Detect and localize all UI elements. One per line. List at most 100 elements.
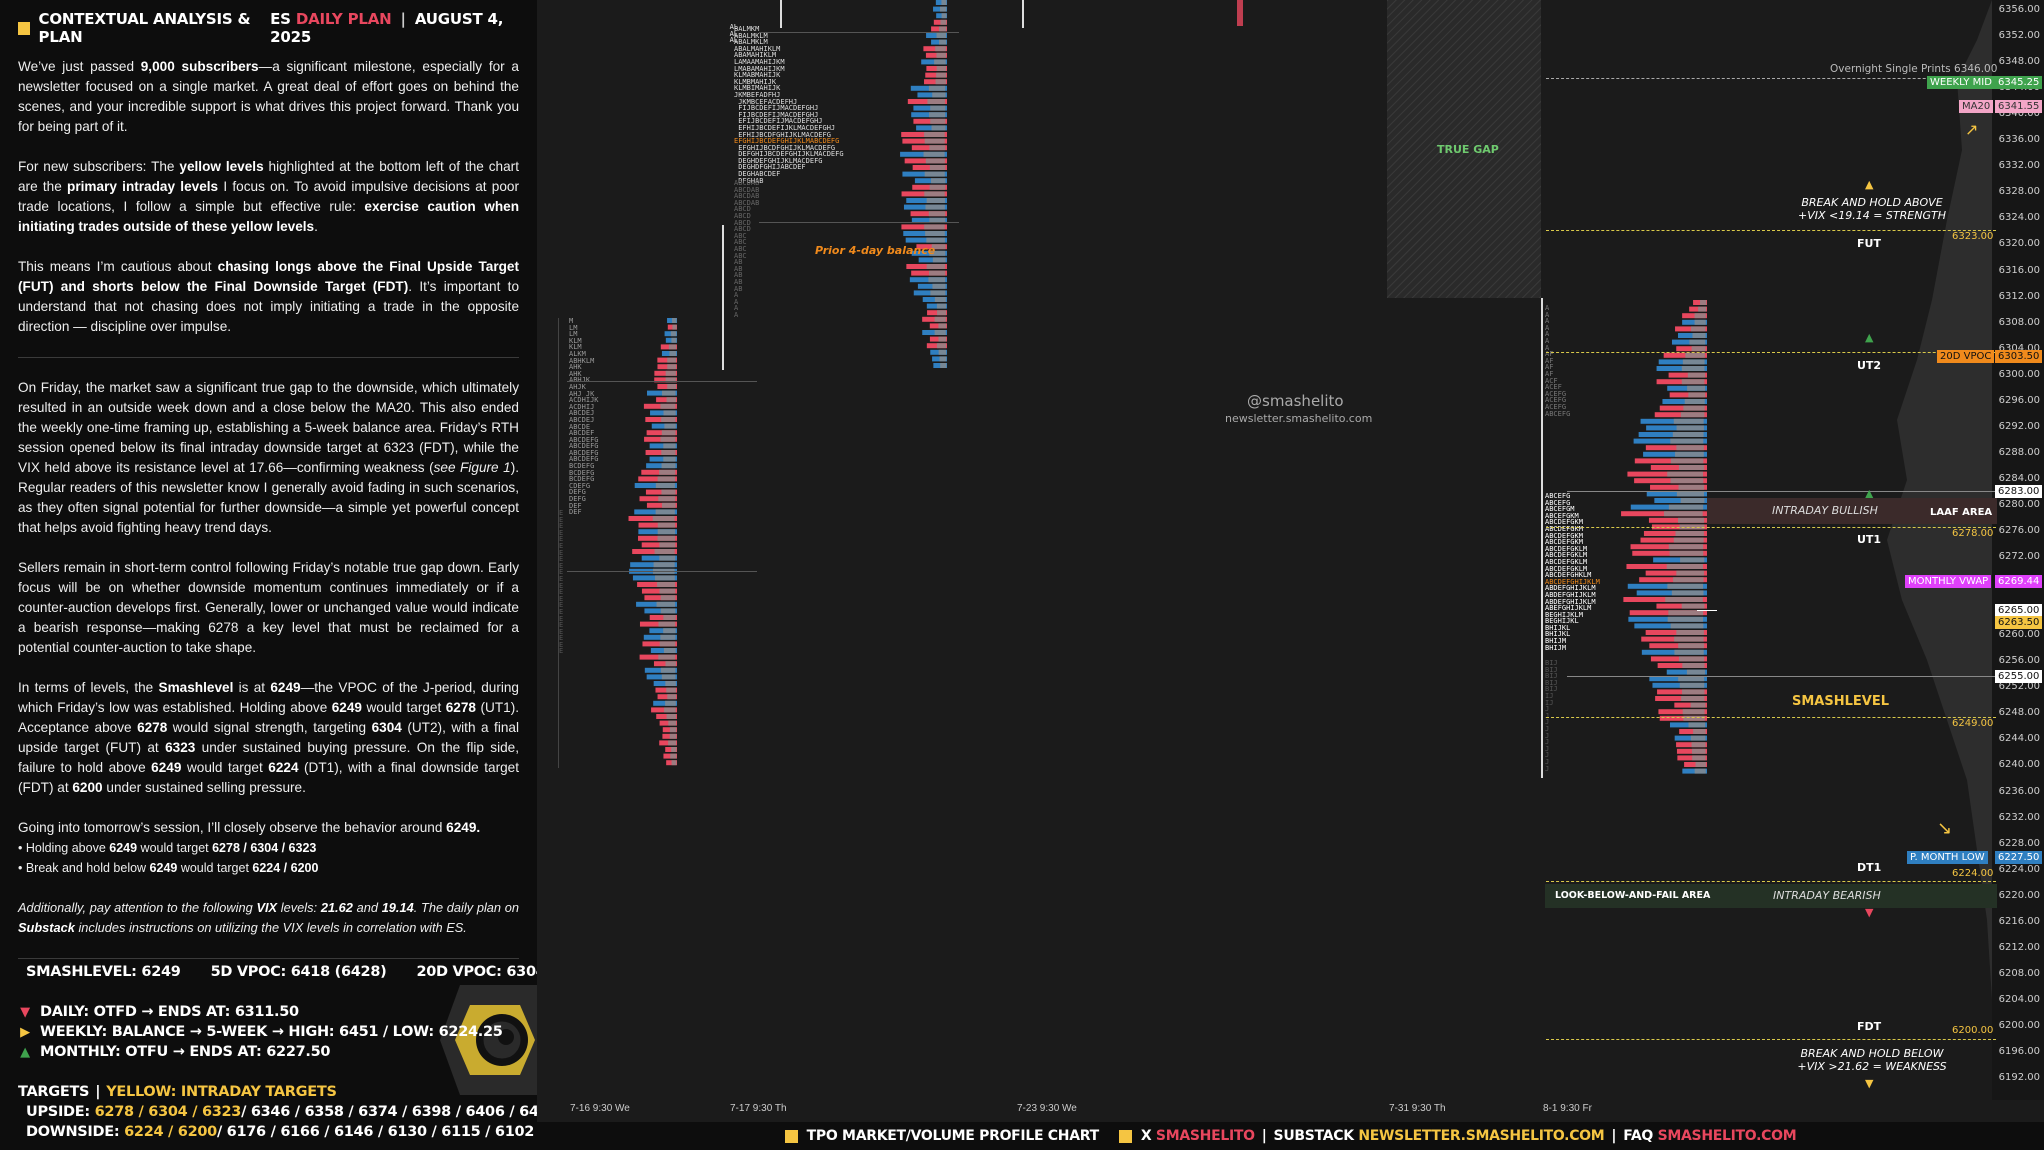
volume-bar: [1630, 544, 1707, 550]
divider: [18, 357, 519, 358]
monthly-row: ▲ MONTHLY: OTFU → ENDS AT: 6227.50: [18, 1042, 523, 1062]
volume-bar: [1669, 722, 1707, 728]
volume-bar: [630, 562, 677, 568]
volume-bar: [653, 700, 677, 706]
volume-bar: [1681, 379, 1705, 385]
arrow-up-icon: ↗: [1965, 122, 1979, 139]
volume-bar: [649, 615, 677, 620]
volume-bar: [924, 171, 945, 177]
volume-bar: [1682, 663, 1705, 668]
ut1-label: UT1: [1857, 533, 1882, 546]
x-label: 8-1 9:30 Fr: [1543, 1103, 1592, 1114]
volume-bar: [926, 33, 947, 38]
tpo-profile-0717b: [562, 30, 735, 63]
volume-bar: [659, 555, 676, 561]
volume-bar: [936, 72, 946, 78]
x-handle-link[interactable]: SMASHELITO: [1155, 1128, 1255, 1144]
true-gap-label: TRUE GAP: [1437, 143, 1499, 156]
volume-bar: [1640, 537, 1707, 543]
volume-bar: [914, 178, 947, 184]
volume-bar: [1634, 478, 1707, 484]
volume-bar: [654, 377, 677, 383]
volume-bar: [661, 463, 676, 469]
volume-bar: [928, 85, 946, 91]
volume-bar: [1665, 597, 1703, 602]
x-label: 7-31 9:30 Th: [1389, 1103, 1446, 1114]
volume-bar: [1679, 524, 1705, 530]
volume-bar: [1656, 603, 1707, 609]
volume-bar: [661, 450, 676, 455]
volume-bar: [924, 191, 945, 197]
footer-bar: TPO MARKET/VOLUME PROFILE CHART X SMASHE…: [537, 1122, 2044, 1150]
volume-bar: [632, 549, 677, 554]
right-triangle-icon: ▶: [20, 1024, 30, 1040]
volume-bar: [659, 720, 677, 726]
fdt-line: [1546, 1039, 1996, 1040]
volume-bar: [664, 423, 676, 429]
tpo-chart[interactable]: TRUE GAP M LM LM KLM KLM ALKM ABHKLM AHK…: [537, 0, 2044, 1150]
tpo-profile-0801-upper: A A A A A A A AF AF AF AF ACF ACEF ACEFG…: [1545, 304, 1571, 418]
tpo-profile-0716-lower: E E E E E E E E E E E E E E E E E E E E …: [559, 509, 564, 656]
upside-row: UPSIDE: 6278 / 6304 / 6323 / 6346 / 6358…: [26, 1104, 607, 1120]
volume-bar: [910, 211, 947, 217]
volume-bar: [660, 595, 676, 601]
volume-bar: [906, 264, 947, 269]
up-triangle-icon: ▲: [1865, 178, 1874, 191]
axis-tick: 6280.00: [1998, 498, 2040, 510]
volume-bar: [665, 681, 676, 686]
volume-bar: [916, 125, 947, 131]
volume-bar: [930, 178, 946, 184]
volume-bar: [1686, 669, 1705, 675]
volume-bar: [654, 370, 677, 376]
volume-bar: [644, 595, 677, 601]
volume-bar: [632, 575, 677, 581]
volume-bar: [924, 132, 945, 137]
axis-tick: 6228.00: [1998, 837, 2040, 849]
targets-row: TARGETS | YELLOW: INTRADAY TARGETS: [18, 1084, 337, 1100]
volume-bar: [669, 351, 677, 356]
volume-bar: [1679, 729, 1707, 734]
volume-bar: [628, 516, 677, 521]
axis-tick: 6252.00: [1998, 681, 2040, 693]
volume-bar: [663, 456, 676, 462]
volume-bar: [929, 217, 946, 223]
volume-bar: [938, 349, 947, 355]
volume-bar: [929, 270, 946, 276]
volume-bar: [1645, 445, 1707, 451]
volume-bar: [935, 46, 946, 52]
volume-bar: [936, 343, 946, 349]
volume-bar: [1679, 682, 1705, 688]
volume-bar: [923, 46, 947, 52]
volume-bar: [1677, 333, 1707, 338]
faq-link[interactable]: SMASHELITO.COM: [1657, 1128, 1797, 1144]
volume-bar: [1643, 531, 1707, 536]
volume-bar: [650, 648, 677, 653]
axis-tick: 6328.00: [1998, 186, 2040, 198]
newsletter-link[interactable]: NEWSLETTER.SMASHELITO.COM: [1358, 1128, 1605, 1144]
smashlevel-line: [1546, 717, 1996, 718]
ma20-label: MA20: [1959, 100, 1994, 113]
volume-bar: [652, 516, 675, 521]
volume-bar: [1676, 570, 1704, 576]
volume-bar: [659, 542, 676, 548]
volume-bar: [1685, 352, 1705, 358]
volume-bar: [1694, 313, 1706, 319]
axis-tick: 6192.00: [1998, 1072, 2040, 1084]
volume-bar: [1693, 729, 1706, 734]
volume-bar: [645, 450, 677, 455]
volume-bar: [930, 105, 946, 111]
volume-bar: [900, 151, 947, 157]
volume-bar: [907, 99, 947, 104]
volume-bar: [934, 59, 946, 65]
volume-bar: [1670, 478, 1704, 484]
volume-bar: [939, 356, 947, 362]
volume-bar: [659, 641, 676, 647]
volume-bar: [657, 535, 676, 541]
volume-bar: [931, 26, 947, 32]
volume-bars-0717: [900, 0, 947, 368]
axis-tick: 6320.00: [1998, 238, 2040, 250]
volume-bar: [1655, 696, 1707, 701]
volume-bar: [924, 138, 945, 144]
volume-bar: [665, 337, 677, 343]
volume-bar: [1650, 465, 1707, 470]
